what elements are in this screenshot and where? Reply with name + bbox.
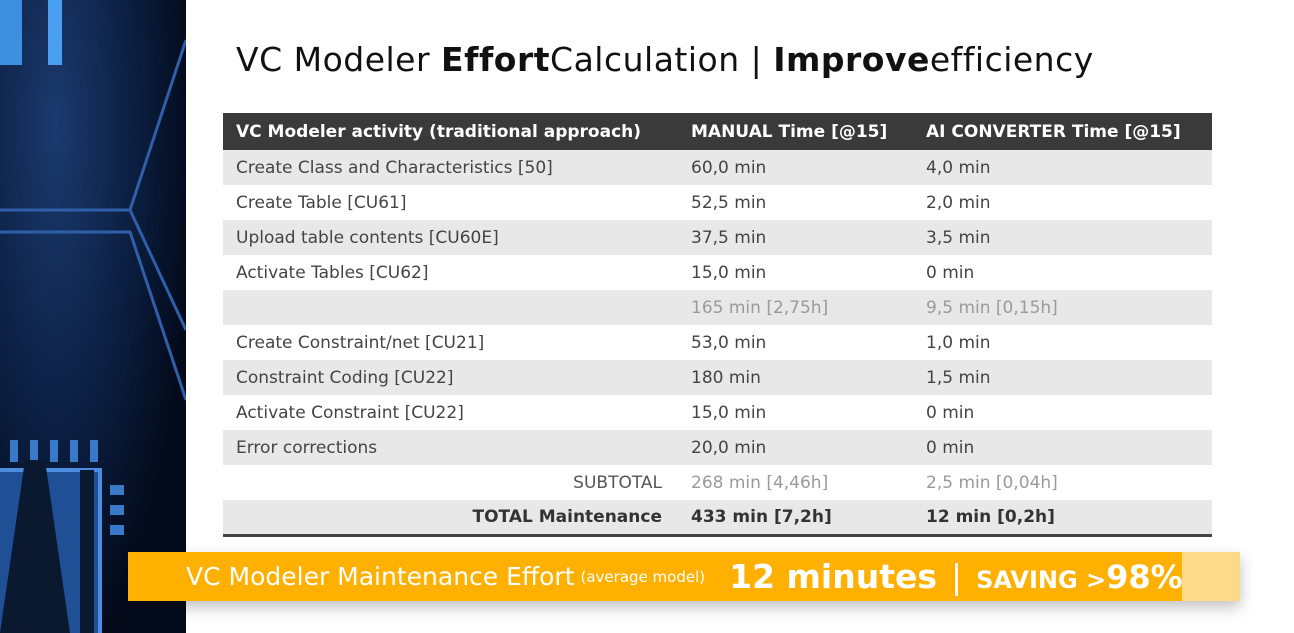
ai-time-cell: 2,0 min — [913, 185, 1212, 220]
ai-time-cell: 1,0 min — [913, 325, 1212, 360]
manual-time-cell: 53,0 min — [678, 325, 913, 360]
activity-cell — [223, 290, 678, 325]
ai-time-cell: 0 min — [913, 395, 1212, 430]
ai-time-cell: 9,5 min [0,15h] — [913, 290, 1212, 325]
table-row: Create Class and Characteristics [50] 60,… — [223, 150, 1212, 185]
manual-time-cell: 37,5 min — [678, 220, 913, 255]
banner-tail — [1182, 552, 1240, 601]
table-row: Create Constraint/net [CU21] 53,0 min 1,0 … — [223, 325, 1212, 360]
activity-cell: Create Class and Characteristics [50] — [223, 150, 678, 185]
manual-time-cell: 52,5 min — [678, 185, 913, 220]
manual-time-cell: 20,0 min — [678, 430, 913, 465]
table-row: Error corrections 20,0 min 0 min — [223, 430, 1212, 465]
table-row: Constraint Coding [CU22] 180 min 1,5 min — [223, 360, 1212, 395]
activity-cell: Activate Constraint [CU22] — [223, 395, 678, 430]
activity-cell: Error corrections — [223, 430, 678, 465]
subtotal-row: 165 min [2,75h] 9,5 min [0,15h] — [223, 290, 1212, 325]
ai-time-cell: 2,5 min [0,04h] — [913, 465, 1212, 500]
banner-saving: SAVING >98% — [976, 558, 1183, 596]
activity-cell: Create Table [CU61] — [223, 185, 678, 220]
activity-cell: TOTAL Maintenance — [223, 500, 678, 537]
ai-time-cell: 4,0 min — [913, 150, 1212, 185]
banner-value: 12 minutes — [729, 557, 938, 596]
ai-time-cell: 0 min — [913, 255, 1212, 290]
activity-cell: SUBTOTAL — [223, 465, 678, 500]
ai-time-cell: 1,5 min — [913, 360, 1212, 395]
subtotal-row: SUBTOTAL 268 min [4,46h] 2,5 min [0,04h] — [223, 465, 1212, 500]
manual-time-cell: 15,0 min — [678, 255, 913, 290]
saving-label: SAVING > — [976, 565, 1107, 594]
total-row: TOTAL Maintenance 433 min [7,2h] 12 min [0… — [223, 500, 1212, 537]
manual-time-cell: 180 min — [678, 360, 913, 395]
title-text: Calculation | — [550, 40, 774, 79]
saving-value: 98% — [1106, 557, 1183, 596]
page-title: VC Modeler EffortCalculation | Improveef… — [236, 40, 1094, 79]
column-header: VC Modeler activity (traditional approac… — [223, 113, 678, 150]
activity-cell: Create Constraint/net [CU21] — [223, 325, 678, 360]
table-row: Activate Tables [CU62] 15,0 min 0 min — [223, 255, 1212, 290]
title-bold-effort: Effort — [441, 40, 551, 79]
manual-time-cell: 15,0 min — [678, 395, 913, 430]
background-image-ai-chip — [0, 0, 186, 633]
manual-time-cell: 268 min [4,46h] — [678, 465, 913, 500]
banner-separator: | — [951, 557, 963, 596]
ai-time-cell: 3,5 min — [913, 220, 1212, 255]
banner-note: (average model) — [580, 567, 706, 586]
ai-time-cell: 0 min — [913, 430, 1212, 465]
activity-cell: Activate Tables [CU62] — [223, 255, 678, 290]
manual-time-cell: 433 min [7,2h] — [678, 500, 913, 537]
activity-cell: Constraint Coding [CU22] — [223, 360, 678, 395]
table-row: Activate Constraint [CU22] 15,0 min 0 min — [223, 395, 1212, 430]
title-bold-improve: Improve — [773, 40, 930, 79]
manual-time-cell: 165 min [2,75h] — [678, 290, 913, 325]
effort-table: VC Modeler activity (traditional approac… — [223, 113, 1212, 537]
column-header: AI CONVERTER Time [@15] — [913, 113, 1212, 150]
table-header: VC Modeler activity (traditional approac… — [223, 113, 1212, 150]
manual-time-cell: 60,0 min — [678, 150, 913, 185]
column-header: MANUAL Time [@15] — [678, 113, 913, 150]
title-text: VC Modeler — [236, 40, 442, 79]
activity-cell: Upload table contents [CU60E] — [223, 220, 678, 255]
table-row: Upload table contents [CU60E] 37,5 min 3,5… — [223, 220, 1212, 255]
table-row: Create Table [CU61] 52,5 min 2,0 min — [223, 185, 1212, 220]
banner-label: VC Modeler Maintenance Effort — [186, 562, 575, 591]
title-text: efficiency — [929, 40, 1094, 79]
ai-time-cell: 12 min [0,2h] — [913, 500, 1212, 537]
summary-banner: VC Modeler Maintenance Effort (average m… — [128, 552, 1240, 601]
